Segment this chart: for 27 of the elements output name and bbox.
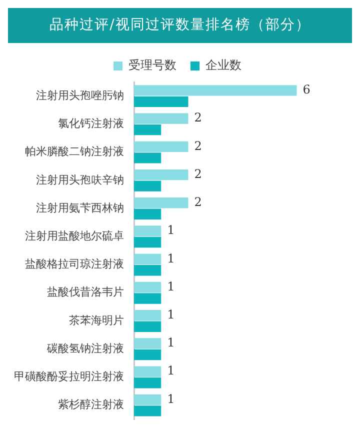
y-tick-label: 帕米膦酸二钠注射液 <box>25 145 124 158</box>
data-label: 1 <box>167 279 175 294</box>
y-tick-label: 注射用头孢唑肟钠 <box>36 88 124 102</box>
data-label: 2 <box>194 138 202 153</box>
data-label: 6 <box>302 82 310 97</box>
data-label: 1 <box>167 392 175 406</box>
y-tick-label: 注射用盐酸地尔硫卓 <box>25 230 124 242</box>
legend-label: 受理号数 <box>128 58 176 72</box>
y-tick-label: 氯化钙注射液 <box>58 117 124 130</box>
data-label: 1 <box>167 251 175 266</box>
y-tick-label: 紫杉醇注射液 <box>58 398 124 412</box>
data-label: 1 <box>167 364 175 378</box>
data-label: 2 <box>194 195 202 210</box>
y-tick-label: 甲磺酸酚妥拉明注射液 <box>14 370 124 384</box>
data-label: 2 <box>194 110 202 125</box>
legend-label: 企业数 <box>206 58 242 72</box>
y-tick-label: 注射用头孢呋辛钠 <box>36 173 124 186</box>
data-label: 1 <box>167 223 175 238</box>
y-tick-label: 碳酸氢钠注射液 <box>46 342 124 355</box>
y-tick-label: 盐酸格拉司琼注射液 <box>25 258 124 271</box>
y-tick-label: 盐酸伐昔洛韦片 <box>47 286 124 299</box>
y-tick-label: 茶苯海明片 <box>69 314 124 327</box>
data-label: 1 <box>167 307 175 322</box>
data-label: 1 <box>167 336 175 350</box>
chart-title: 品种过评/视同过评数量排名榜（部分） <box>8 8 352 43</box>
data-label: 2 <box>194 166 202 181</box>
y-tick-label: 注射用氨苄西林钠 <box>36 201 124 214</box>
